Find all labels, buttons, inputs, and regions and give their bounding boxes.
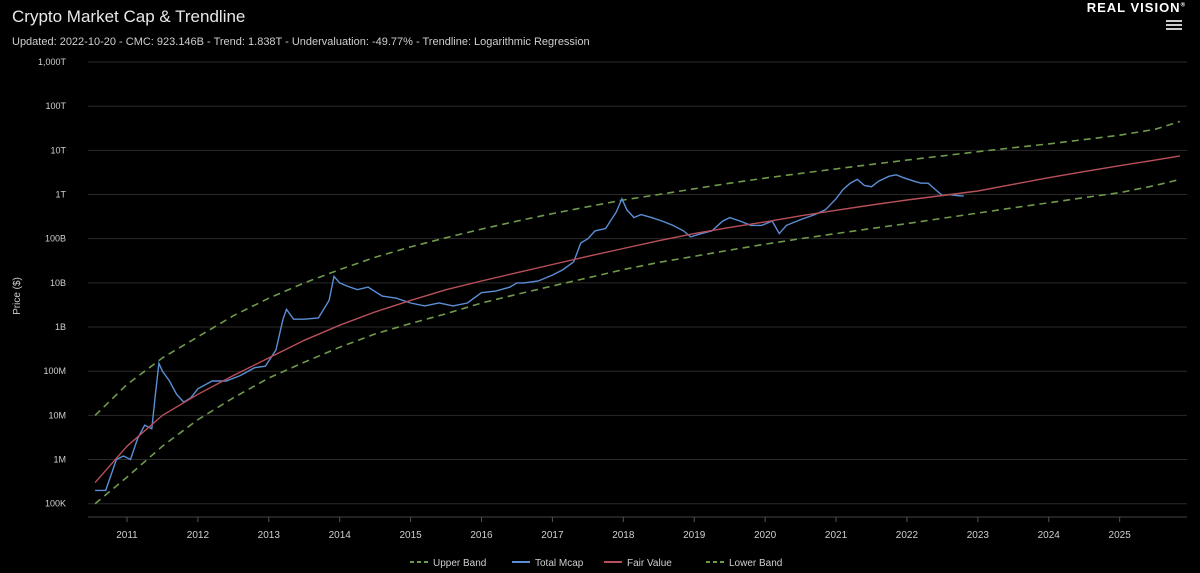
x-tick-label: 2023 [967,530,990,541]
series-line-fair-value [94,155,1181,484]
x-tick-label: 2017 [541,530,564,541]
y-tick-label: 1,000T [38,57,67,67]
x-tick-label: 2019 [683,530,706,541]
x-tick-label: 2022 [896,530,919,541]
legend: Upper Band Total Mcap Fair Value Lower Band [410,558,782,569]
legend-item-label[interactable]: Total Mcap [535,558,584,569]
x-tick-label: 2014 [329,530,352,541]
brand-logo: REAL VISION® [1087,0,1186,15]
x-tick-label: 2012 [187,530,210,541]
x-tick-label: 2011 [116,530,138,541]
chart-title: Crypto Market Cap & Trendline [12,7,246,26]
x-tick-label: 2015 [399,530,422,541]
y-tick-label: 100K [45,499,66,509]
series-line-total-mcap [95,174,964,492]
grid-lines [88,61,1187,505]
legend-item-label[interactable]: Upper Band [433,558,486,569]
y-tick-label: 10M [48,410,66,420]
y-tick-label: 100B [45,234,66,244]
legend-item-label[interactable]: Fair Value [627,558,672,569]
chart-subtitle: Updated: 2022-10-20 - CMC: 923.146B - Tr… [12,36,590,48]
brand-name: REAL VISION [1086,0,1181,15]
y-tick-label: 1M [53,455,66,465]
y-axis-ticks: 100K 1M 10M 100M 1B 10B 100B 1T 10T 100T 1,000T [38,57,67,509]
y-tick-label: 10T [50,145,66,155]
x-tick-label: 2013 [258,530,281,541]
x-tick-label: 2024 [1038,530,1061,541]
hamburger-menu-icon[interactable] [1166,18,1182,30]
y-tick-label: 100M [43,366,66,376]
y-tick-label: 10B [50,278,66,288]
x-tick-label: 2016 [470,530,493,541]
y-tick-label: 1T [55,190,66,200]
series-line-lower-band [94,178,1181,505]
x-tick-label: 2021 [825,530,848,541]
y-axis-label: Price ($) [12,277,23,315]
x-axis-ticks: 2011 2012 2013 2014 2015 2016 2017 2018 2019 2020… [116,517,1131,541]
series-lines [94,120,1181,505]
series-line-upper-band [94,120,1181,416]
legend-item-label[interactable]: Lower Band [729,558,782,569]
brand-registered-mark: ® [1180,2,1186,9]
x-tick-label: 2020 [754,530,777,541]
y-tick-label: 1B [55,322,66,332]
x-tick-label: 2025 [1109,530,1132,541]
y-tick-label: 100T [45,101,66,111]
x-tick-label: 2018 [612,530,635,541]
